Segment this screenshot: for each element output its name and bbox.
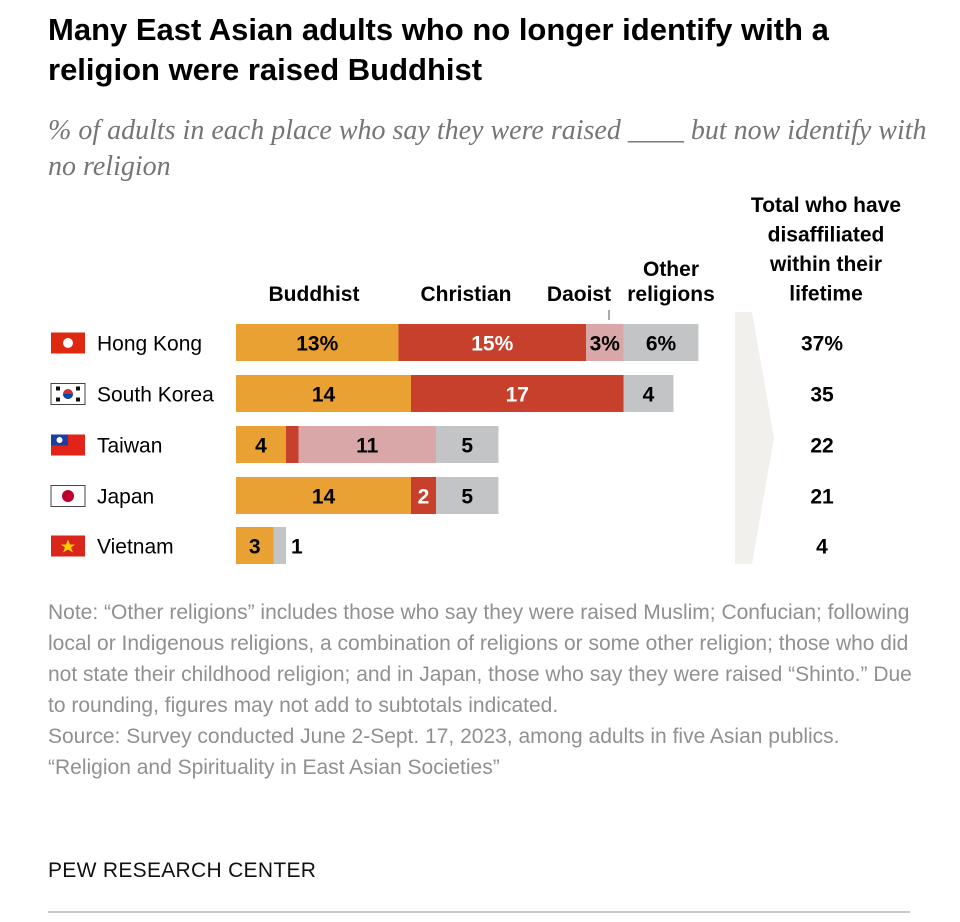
bar-row-hong-kong: Hong Kong 13% 15% 3% 6% bbox=[51, 324, 699, 361]
stacked-bar-chart: Buddhist Christian Daoist Other religions Ho… bbox=[50, 194, 901, 564]
data-label: 5 bbox=[461, 435, 473, 458]
totals-arrow bbox=[735, 312, 774, 564]
category-label: Hong Kong bbox=[97, 333, 202, 356]
totals-header-line: Total who have bbox=[751, 194, 901, 217]
bar-segment-buddhist bbox=[236, 527, 274, 564]
totals-column: Total who have disaffiliated within their l… bbox=[735, 194, 901, 564]
japan-flag-icon bbox=[50, 485, 86, 507]
category-label: Taiwan bbox=[97, 435, 162, 458]
totals-header-line: within their bbox=[769, 253, 882, 276]
note-text: Note: “Other religions” includes those w… bbox=[48, 601, 912, 717]
legend-buddhist: Buddhist bbox=[269, 283, 360, 306]
bar-segment-christian bbox=[411, 477, 436, 514]
data-label: 11 bbox=[356, 435, 379, 458]
total-value: 21 bbox=[810, 486, 834, 509]
total-value: 35 bbox=[810, 384, 834, 407]
bar-segment-buddhist bbox=[236, 324, 399, 361]
data-label: 15% bbox=[471, 333, 513, 356]
data-label: 1 bbox=[291, 536, 303, 559]
data-label: 3 bbox=[249, 536, 261, 559]
data-label: 14 bbox=[312, 486, 336, 509]
vietnam-flag-icon bbox=[51, 535, 85, 557]
flag-trigram bbox=[56, 386, 60, 391]
data-label: 17 bbox=[506, 384, 529, 407]
data-label: 3% bbox=[590, 333, 621, 356]
data-label: 4 bbox=[255, 435, 267, 458]
bars: Hong Kong 13% 15% 3% 6%South Korea 14 17 4Taiwa… bbox=[50, 324, 699, 564]
note-block: Note: “Other religions” includes those w… bbox=[48, 597, 928, 783]
legend-other-religions: Other religions bbox=[627, 258, 715, 306]
south-korea-flag-icon bbox=[50, 383, 86, 405]
category-label: Japan bbox=[97, 486, 154, 509]
bar-segment-other-religions bbox=[273, 527, 286, 564]
totals-header-line: lifetime bbox=[789, 283, 863, 306]
bar-segment-daoist bbox=[298, 426, 436, 463]
brand-logo-text: PEW RESEARCH CENTER bbox=[48, 859, 317, 882]
bar-segment-other-religions bbox=[623, 375, 674, 412]
data-label: 4 bbox=[643, 384, 655, 407]
totals-header-line: disaffiliated bbox=[768, 224, 885, 247]
chart-subtitle: % of adults in each place who say they w… bbox=[48, 115, 927, 182]
bar-segment-buddhist bbox=[236, 477, 411, 514]
bar-segment-buddhist bbox=[236, 375, 411, 412]
bar-segment-christian bbox=[411, 375, 624, 412]
bar-segment-christian bbox=[286, 426, 299, 463]
data-label: 2 bbox=[418, 486, 430, 509]
category-label: South Korea bbox=[97, 384, 214, 407]
data-label: 5 bbox=[461, 486, 473, 509]
flag-emblem bbox=[63, 338, 73, 348]
total-value: 22 bbox=[810, 435, 833, 458]
report-title: “Religion and Spirituality in East Asian… bbox=[48, 756, 500, 779]
bar-segment-buddhist bbox=[236, 426, 286, 463]
category-label: Vietnam bbox=[97, 536, 174, 559]
flag-taeguk-bottom bbox=[63, 394, 73, 399]
flag-trigram bbox=[56, 397, 60, 402]
data-label: 6% bbox=[646, 333, 677, 356]
legend-daoist: Daoist bbox=[547, 283, 611, 306]
bar-segment-other-religions bbox=[623, 324, 699, 361]
bar-row-south-korea: South Korea 14 17 4 bbox=[50, 375, 674, 412]
bar-row-vietnam: Vietnam 3 1 bbox=[51, 527, 303, 564]
bar-segment-other-religions bbox=[436, 477, 499, 514]
taiwan-flag-icon bbox=[51, 434, 85, 456]
bar-row-japan: Japan 14 2 5 bbox=[50, 477, 499, 514]
data-label: 13% bbox=[296, 333, 338, 356]
bar-segment-other-religions bbox=[436, 426, 499, 463]
flag-sun bbox=[62, 490, 74, 502]
flag-trigram bbox=[76, 397, 80, 402]
totals-header: Total who have disaffiliated within their l… bbox=[751, 194, 901, 306]
flag-trigram bbox=[76, 386, 80, 391]
bar-row-taiwan: Taiwan41115 bbox=[51, 426, 499, 463]
hong-kong-flag-icon bbox=[51, 332, 85, 354]
total-value: 37% bbox=[801, 333, 843, 356]
total-value: 4 bbox=[816, 536, 828, 559]
legend-christian: Christian bbox=[420, 283, 511, 306]
flag-star bbox=[61, 539, 75, 553]
chart-title: Many East Asian adults who no longer ide… bbox=[48, 12, 829, 87]
bottom-divider bbox=[48, 911, 910, 913]
data-label: 14 bbox=[312, 384, 336, 407]
bar-segment-daoist bbox=[586, 324, 624, 361]
bar-segment-christian bbox=[398, 324, 586, 361]
legend: Buddhist Christian Daoist Other religions bbox=[269, 258, 715, 320]
flag-sun bbox=[56, 437, 63, 443]
legend-other-line: religions bbox=[627, 283, 715, 306]
source-text: Source: Survey conducted June 2-Sept. 17… bbox=[48, 725, 840, 748]
legend-other-line: Other bbox=[643, 258, 699, 281]
